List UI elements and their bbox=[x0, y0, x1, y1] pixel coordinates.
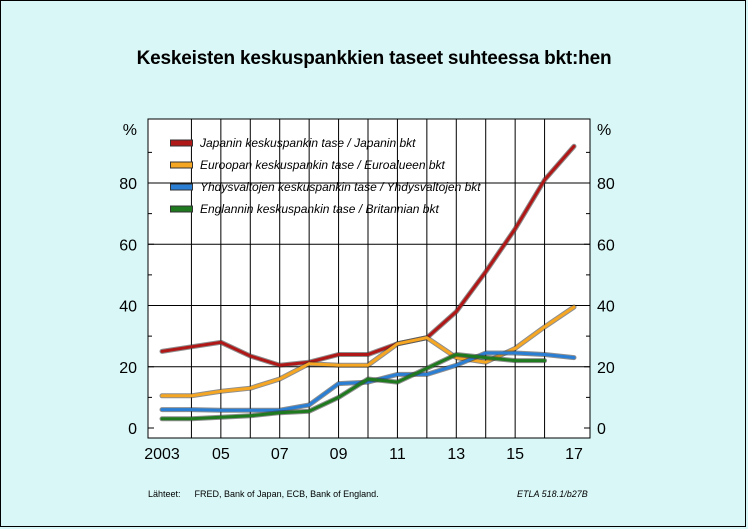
x-tick-label: 05 bbox=[212, 446, 230, 463]
legend-label-3: Englannin keskuspankin tase / Britannian… bbox=[200, 202, 439, 216]
ticks bbox=[148, 151, 590, 429]
source-text: FRED, Bank of Japan, ECB, Bank of Englan… bbox=[194, 489, 379, 499]
plot-area bbox=[147, 118, 591, 439]
series-lines bbox=[159, 143, 577, 422]
legend-label-2: Yhdysvaltojen keskuspankin tase / Yhdysv… bbox=[200, 180, 481, 194]
axis-labels: 0 0 20 20 40 40 60 60 80 80% % 2003 05 07 09 11 13 15 17 bbox=[119, 122, 615, 463]
y-tick-label-left: 20 bbox=[119, 360, 137, 377]
x-tick-label: 13 bbox=[447, 446, 465, 463]
x-tick-label: 2003 bbox=[144, 446, 180, 463]
y-tick-label-left: 0 bbox=[128, 421, 137, 438]
chart-code: ETLA 518.1/b27B bbox=[517, 489, 588, 499]
y-unit-right: % bbox=[597, 122, 611, 139]
chart-title: Keskeisten keskuspankkien taseet suhtees… bbox=[136, 48, 612, 69]
series-line-3 bbox=[160, 353, 547, 421]
y-tick-label-left: 80 bbox=[119, 176, 137, 193]
source-label: Lähteet: bbox=[148, 489, 181, 499]
legend-label-0: Japanin keskuspankin tase / Japanin bkt bbox=[199, 136, 416, 150]
x-tick-label: 07 bbox=[271, 446, 289, 463]
legend: Japanin keskuspankin tase / Japanin bkt E… bbox=[170, 136, 481, 216]
y-tick-label-right: 80 bbox=[597, 176, 615, 193]
series-line-0 bbox=[160, 144, 576, 367]
series-line-2 bbox=[160, 351, 576, 412]
y-tick-label-left: 60 bbox=[119, 237, 137, 254]
legend-label-1: Euroopan keskuspankin tase / Euroalueen … bbox=[200, 158, 445, 172]
x-tick-label: 17 bbox=[565, 446, 583, 463]
source-note: Lähteet: FRED, Bank of Japan, ECB, Bank o… bbox=[148, 489, 379, 499]
x-tick-label: 09 bbox=[330, 446, 348, 463]
y-tick-label-right: 0 bbox=[597, 421, 606, 438]
x-tick-label: 15 bbox=[506, 446, 524, 463]
y-tick-label-right: 40 bbox=[597, 299, 615, 316]
x-tick-label: 11 bbox=[389, 446, 406, 463]
y-tick-label-right: 20 bbox=[597, 360, 615, 377]
grid bbox=[148, 119, 590, 438]
y-tick-label-left: 40 bbox=[119, 299, 137, 316]
y-unit-left: % bbox=[123, 122, 137, 139]
y-tick-label-right: 60 bbox=[597, 237, 615, 254]
